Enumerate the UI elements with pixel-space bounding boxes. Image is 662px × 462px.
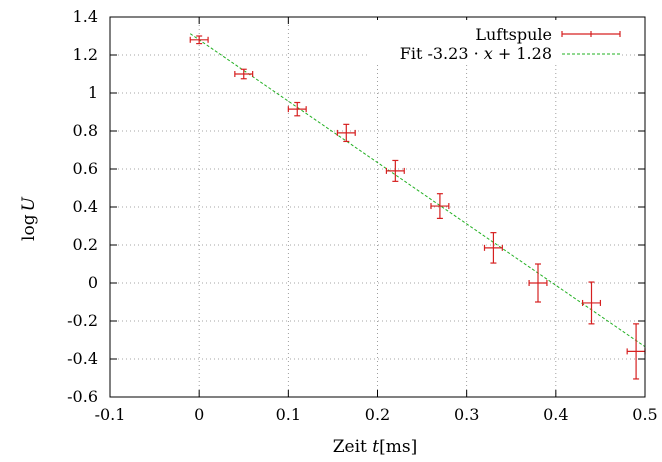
- y-tick-label: 1: [88, 83, 98, 102]
- x-axis-label-var: t: [372, 437, 379, 457]
- data-point: [336, 123, 356, 143]
- data-point: [385, 159, 405, 182]
- y-axis-label-prefix: log: [19, 214, 39, 241]
- x-tick-label: 0.1: [276, 405, 301, 424]
- x-axis-label-unit: [ms]: [379, 437, 417, 457]
- y-tick-label: 0.6: [73, 159, 98, 178]
- y-tick-label: 0.8: [73, 121, 98, 140]
- x-tick-label: 0: [194, 405, 204, 424]
- data-point: [626, 323, 646, 380]
- y-tick-label: -0.2: [67, 311, 98, 330]
- x-tick-label: 0.4: [543, 405, 568, 424]
- fit-series: [189, 33, 646, 348]
- legend-label-fit-prefix: Fit -3.23 ·: [400, 44, 484, 63]
- x-tick-label: 0.2: [365, 405, 390, 424]
- data-point: [528, 263, 548, 303]
- data-point: [483, 232, 503, 264]
- x-axis-label-prefix: Zeit: [333, 437, 373, 457]
- data-point: [234, 68, 254, 80]
- y-tick-label: 0: [88, 273, 98, 292]
- legend-label-luftspule: Luftspule: [475, 25, 552, 44]
- legend-label-fit: Fit -3.23 · x + 1.28: [400, 44, 552, 63]
- y-tick-label: -0.6: [67, 387, 98, 406]
- data-point: [581, 281, 602, 325]
- y-axis-label-var: U: [19, 196, 39, 211]
- legend-sample-luftspule: [561, 31, 621, 37]
- x-tick-label: 0.5: [632, 405, 657, 424]
- data-point: [430, 193, 450, 219]
- data-point: [287, 101, 307, 117]
- x-tick-label: 0.3: [454, 405, 479, 424]
- y-tick-label: 1.2: [73, 45, 98, 64]
- y-tick-label: 1.4: [73, 7, 98, 26]
- x-tick-label: -0.1: [95, 405, 126, 424]
- y-tick-label: 0.4: [73, 197, 98, 216]
- legend-background: [370, 20, 622, 64]
- fit-line: [189, 33, 646, 348]
- data-series-luftspule: [189, 35, 646, 380]
- legend-label-fit-suffix: + 1.28: [493, 44, 552, 63]
- y-axis-label: log U: [19, 196, 39, 241]
- y-tick-label: 0.2: [73, 235, 98, 254]
- grid: [110, 17, 645, 397]
- data-point: [189, 35, 209, 45]
- axis-ticks: -0.1 0 0.1 0.2 0.3 0.4 0.5 -0.6 -0.4 -0.2 0 0.2 0.4 0…: [67, 7, 658, 424]
- legend: Luftspule Fit -3.23 · x + 1.28: [370, 20, 622, 64]
- legend-label-fit-var: x: [484, 44, 493, 63]
- y-tick-label: -0.4: [67, 349, 98, 368]
- x-axis-label: Zeit t[ms]: [333, 437, 418, 457]
